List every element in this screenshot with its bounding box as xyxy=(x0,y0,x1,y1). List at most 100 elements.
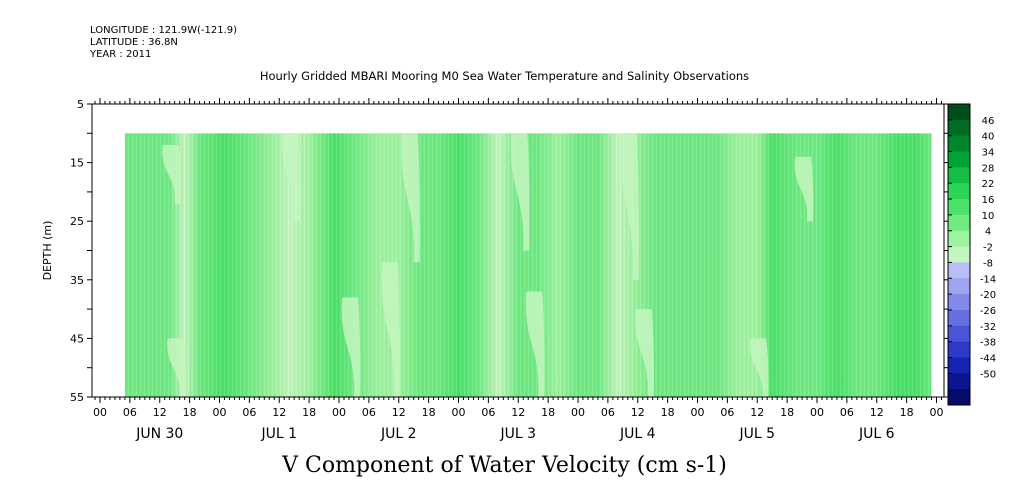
negative-velocity-patch xyxy=(281,133,301,222)
y-tick-label: 25 xyxy=(70,215,84,228)
colorbar-swatch xyxy=(948,104,970,121)
x-tick-label: 18 xyxy=(302,406,316,419)
colorbar-swatch xyxy=(948,373,970,390)
plot-area xyxy=(92,104,944,398)
x-tick-label: 18 xyxy=(541,406,555,419)
x-tick-label: 18 xyxy=(900,406,914,419)
negative-velocity-patch xyxy=(794,156,814,222)
negative-velocity-patch xyxy=(401,133,420,263)
colorbar-label: 16 xyxy=(982,195,995,206)
colorbar-swatch xyxy=(948,341,970,358)
x-tick-label: 06 xyxy=(601,406,615,419)
colorbar-swatch xyxy=(948,151,970,168)
x-tick-label: 00 xyxy=(571,406,585,419)
x-tick-label: 18 xyxy=(183,406,197,419)
colorbar-swatch xyxy=(948,119,970,137)
x-tick-label: 00 xyxy=(332,406,346,419)
variable-title: V Component of Water Velocity (cm s-1) xyxy=(282,453,727,478)
year-label: YEAR : 2011 xyxy=(90,49,152,60)
colorbar-label: -44 xyxy=(980,353,996,364)
x-tick-label: 12 xyxy=(631,406,645,419)
x-tick-label: 12 xyxy=(153,406,167,419)
x-tick-label: 06 xyxy=(720,406,734,419)
colorbar-swatch xyxy=(948,246,970,263)
y-tick-label: 5 xyxy=(77,98,84,111)
y-axis-label: DEPTH (m) xyxy=(41,221,54,281)
latitude-label: LATITUDE : 36.8N xyxy=(90,37,178,48)
x-tick-label: 18 xyxy=(422,406,436,419)
x-tick-label: 18 xyxy=(780,406,794,419)
x-tick-label: 12 xyxy=(750,406,764,419)
colorbar-swatch xyxy=(948,309,970,327)
y-tick-label: 35 xyxy=(70,274,84,287)
colorbar-swatch xyxy=(948,199,970,216)
x-day-label: JUN 30 xyxy=(135,426,183,442)
x-tick-label: 00 xyxy=(930,406,944,419)
x-day-label: JUL 2 xyxy=(380,426,417,442)
x-tick-label: 06 xyxy=(481,406,495,419)
colorbar-label: 28 xyxy=(982,163,995,174)
colorbar-swatch xyxy=(948,389,970,406)
y-tick-label: 55 xyxy=(70,391,84,404)
x-day-label: JUL 3 xyxy=(499,426,536,442)
negative-velocity-patch xyxy=(510,133,530,251)
x-day-label: JUL 1 xyxy=(260,426,297,442)
axes: 00 06 12 18 00 06 12 18 00 06 12 18 00 06 12 18 00 06 12 18… xyxy=(41,98,949,442)
x-tick-label: 06 xyxy=(362,406,376,419)
colorbar-label: -2 xyxy=(983,243,993,254)
colorbar-swatch xyxy=(948,135,970,153)
x-tick-label: 06 xyxy=(242,406,256,419)
colorbar-swatch xyxy=(948,167,970,184)
x-tick-label: 12 xyxy=(392,406,406,419)
y-tick-label: 15 xyxy=(70,157,84,170)
colorbar-swatch xyxy=(948,230,970,248)
y-tick-label: 45 xyxy=(70,332,84,345)
colorbar-label: -20 xyxy=(980,290,996,301)
x-tick-label: 12 xyxy=(511,406,525,419)
colorbar-label: 40 xyxy=(982,132,995,143)
x-day-label: JUL 4 xyxy=(619,426,656,442)
colorbar-swatch xyxy=(948,294,970,311)
colorbar-swatch xyxy=(948,357,970,374)
colorbar-label: 4 xyxy=(985,227,991,238)
negative-velocity-patch xyxy=(525,291,545,397)
x-day-label: JUL 5 xyxy=(738,426,775,442)
negative-velocity-patch xyxy=(162,145,181,204)
negative-velocity-patch xyxy=(620,133,640,280)
x-tick-label: 06 xyxy=(123,406,137,419)
x-tick-label: 00 xyxy=(810,406,824,419)
colorbar-label: 10 xyxy=(982,211,995,222)
colorbar-label: 22 xyxy=(982,179,995,190)
colorbar-label: 46 xyxy=(982,116,995,127)
colorbar: 46 40 34 28 22 16 10 4 -2 -8 -14 -20 -26 -32 -38 -44 -50 xyxy=(947,103,996,406)
x-tick-label: 00 xyxy=(691,406,705,419)
x-tick-label: 18 xyxy=(661,406,675,419)
x-day-label: JUL 6 xyxy=(858,426,895,442)
x-tick-label: 00 xyxy=(452,406,466,419)
colorbar-swatch xyxy=(948,325,970,343)
chart-title: Hourly Gridded MBARI Mooring M0 Sea Wate… xyxy=(259,69,750,83)
negative-velocity-patch xyxy=(381,262,401,397)
colorbar-frame xyxy=(947,103,971,406)
colorbar-swatch xyxy=(948,214,970,232)
negative-velocity-patch xyxy=(167,338,186,397)
colorbar-label: 34 xyxy=(982,148,995,159)
negative-velocity-patch xyxy=(749,338,769,397)
colorbar-label: -50 xyxy=(980,369,996,380)
longitude-label: LONGITUDE : 121.9W(-121.9) xyxy=(90,25,237,36)
x-tick-label: 06 xyxy=(840,406,854,419)
negative-velocity-patch xyxy=(341,297,361,397)
x-tick-label: 00 xyxy=(93,406,107,419)
colorbar-label: -32 xyxy=(980,322,996,333)
colorbar-label: -8 xyxy=(983,258,993,269)
colorbar-swatch xyxy=(948,278,970,295)
negative-velocity-patch xyxy=(635,309,655,397)
colorbar-label: -38 xyxy=(980,338,996,349)
colorbar-swatch xyxy=(948,183,970,200)
x-tick-label: 12 xyxy=(870,406,884,419)
colorbar-swatch xyxy=(948,262,970,279)
colorbar-label: -26 xyxy=(980,306,996,317)
x-tick-label: 12 xyxy=(272,406,286,419)
colorbar-label: -14 xyxy=(980,274,996,285)
